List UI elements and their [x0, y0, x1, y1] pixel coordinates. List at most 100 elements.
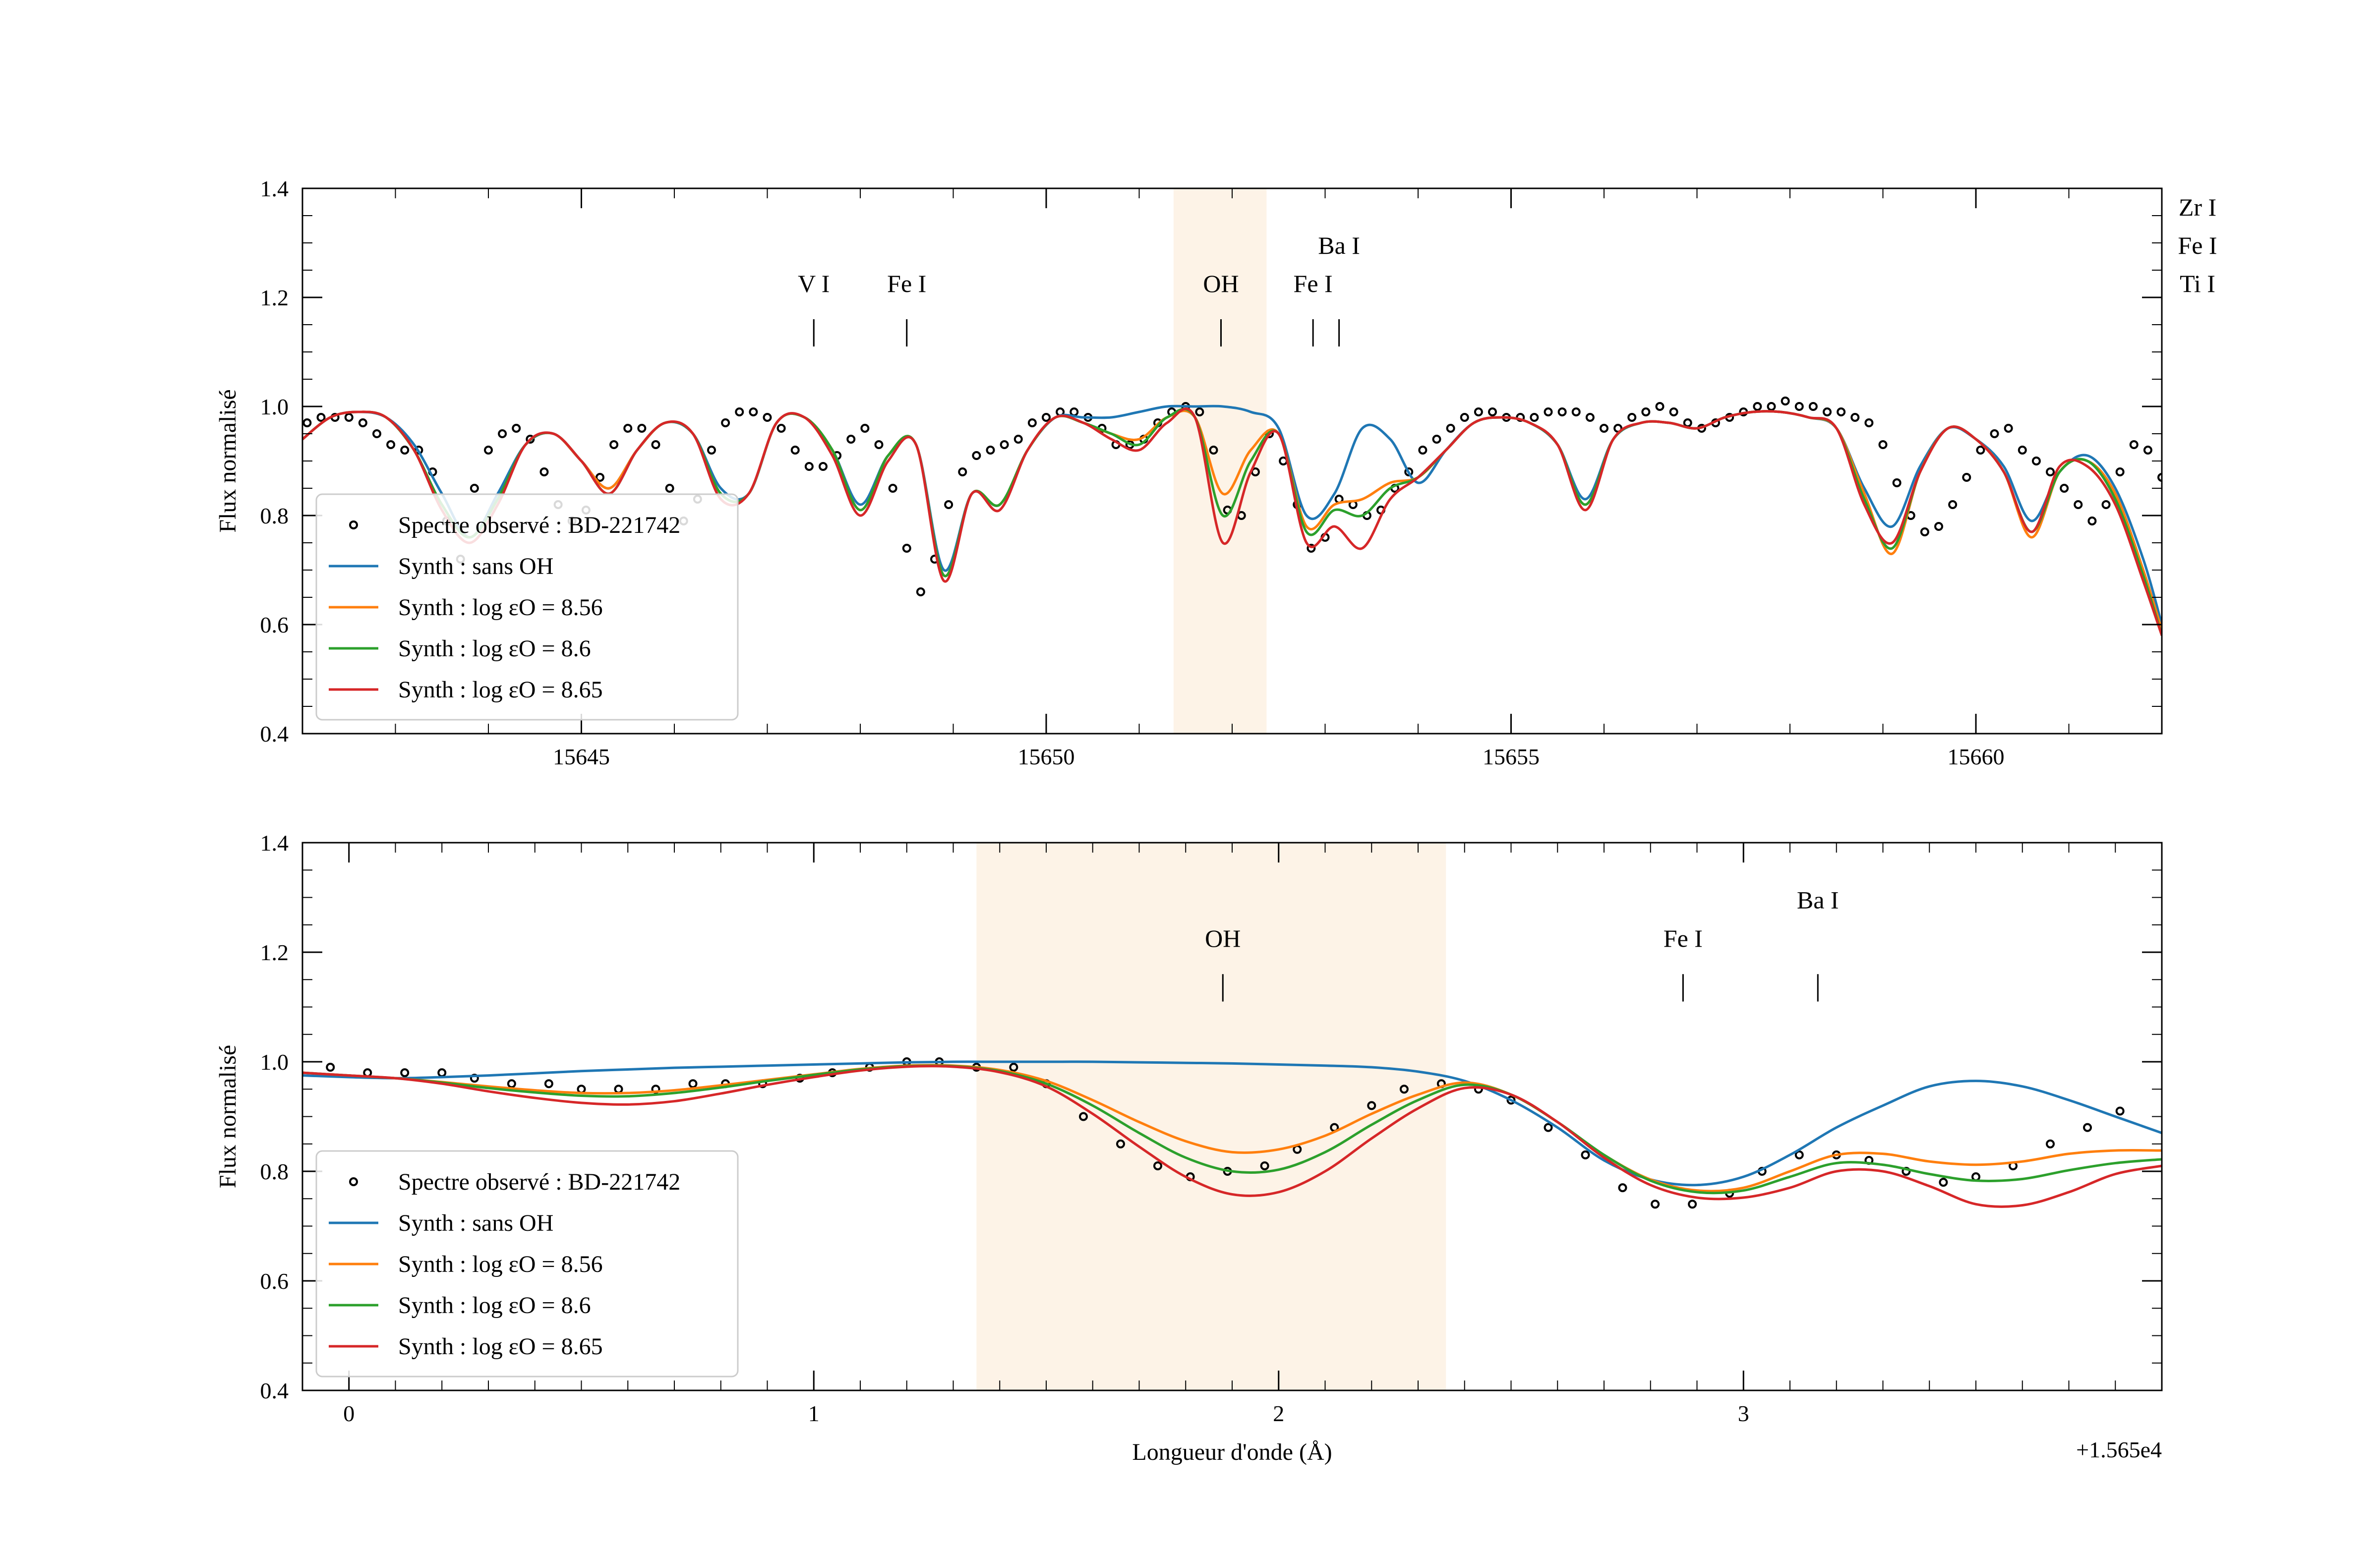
y-tick-label: 1.0 [260, 1049, 289, 1075]
legend-label: Synth : sans OH [398, 553, 553, 579]
observed-point [1506, 1095, 1516, 1105]
observed-point [1878, 440, 1888, 449]
observed-point [1850, 413, 1860, 422]
observed-point [1581, 1150, 1590, 1159]
observed-point [2115, 1106, 2125, 1116]
series-line-synth-3 [302, 1064, 2162, 1195]
observed-point [577, 1085, 586, 1094]
line-label: OH [1203, 270, 1239, 297]
observed-point [651, 440, 660, 449]
observed-point [804, 462, 814, 471]
observed-point [1432, 435, 1441, 444]
observed-point [707, 446, 716, 455]
plot-area [302, 397, 2162, 636]
observed-point [688, 1079, 698, 1089]
observed-point [1000, 440, 1009, 449]
legend-label: Synth : log εO = 8.56 [398, 594, 603, 621]
series-line-sans-oh [302, 1060, 2162, 1187]
observed-point [1070, 407, 1079, 416]
observed-point [916, 587, 925, 596]
observed-point [1976, 446, 1985, 455]
observed-point [776, 424, 786, 433]
observed-point [400, 446, 410, 455]
observed-point [2046, 467, 2055, 476]
legend-label: Synth : sans OH [398, 1210, 553, 1236]
y-tick-label: 0.6 [260, 612, 289, 637]
observed-point [2129, 440, 2139, 449]
legend-label: Synth : log εO = 8.65 [398, 677, 603, 703]
legend-label: Spectre observé : BD-221742 [398, 1169, 680, 1195]
legend-label: Synth : log εO = 8.6 [398, 635, 591, 662]
observed-point [1618, 1183, 1627, 1193]
observed-point [1939, 1178, 1948, 1187]
observed-point [614, 1085, 623, 1094]
observed-point [326, 1063, 335, 1072]
observed-point [1641, 407, 1651, 416]
top-panel: 0.4 0.6 0.8 1.0 1.2 1.4 15645 15650 15655 15660 Fl… [215, 176, 2217, 769]
line-label: Fe I [1664, 924, 1703, 952]
series-line-synth-2 [302, 1064, 2162, 1193]
observed-point [484, 446, 493, 455]
observed-point [958, 467, 967, 476]
bottom-panel: 0.4 0.6 0.8 1.0 1.2 1.4 0 1 2 3 Flux normalisé Long… [215, 830, 2163, 1465]
observed-point [2018, 446, 2027, 455]
observed-point [1209, 446, 1218, 455]
observed-point [2087, 517, 2097, 525]
series-line-synth-4 [302, 407, 2162, 636]
observed-point [344, 413, 354, 422]
x-axis-label: Longueur d'onde (Å) [1132, 1439, 1332, 1465]
legend-box [315, 1150, 739, 1378]
observed-point [1571, 407, 1581, 416]
y-tick-label: 1.0 [260, 394, 289, 419]
line-label: Fe I [2178, 231, 2217, 259]
observed-point [1651, 1200, 1660, 1209]
observed-point [2157, 473, 2162, 482]
observed-point [526, 435, 535, 444]
observed-point [2115, 467, 2125, 476]
observed-point [1971, 1172, 1980, 1182]
x-offset-text: +1.565e4 [2076, 1437, 2162, 1462]
y-tick-label: 0.6 [260, 1268, 289, 1294]
y-tick-label: 0.8 [260, 1159, 289, 1184]
observed-point [2143, 446, 2152, 455]
observed-point [470, 484, 479, 493]
y-tick-label: 1.2 [260, 285, 289, 310]
legend-box [315, 493, 739, 721]
observed-point [1446, 424, 1455, 433]
legend-label: Synth : log εO = 8.65 [398, 1333, 603, 1360]
observed-point [1794, 1150, 1804, 1159]
y-tick-label: 0.4 [260, 721, 289, 747]
observed-point [1934, 522, 1943, 531]
observed-point [595, 473, 604, 482]
observed-point [1474, 407, 1483, 416]
observed-point [358, 418, 367, 427]
observed-point [1009, 1063, 1018, 1072]
observed-point [544, 1079, 553, 1089]
observed-point [386, 440, 396, 449]
observed-point [400, 1068, 410, 1078]
observed-point [1079, 1112, 1088, 1121]
observed-point [1418, 446, 1428, 455]
legend-marker-observed [349, 520, 358, 529]
observed-point [316, 413, 326, 422]
observed-point [986, 446, 995, 455]
series-line-synth-4 [302, 1065, 2162, 1208]
observed-point [1399, 1085, 1409, 1094]
legend-label: Spectre observé : BD-221742 [398, 512, 680, 538]
observed-point [302, 418, 312, 427]
observed-point [1688, 1200, 1697, 1209]
observed-point [1892, 478, 1902, 487]
observed-point [749, 407, 758, 416]
observed-point [1781, 397, 1790, 405]
observed-point [2004, 424, 2013, 433]
observed-point [1013, 435, 1023, 444]
observed-point [539, 467, 549, 476]
line-label: Ba I [1318, 231, 1360, 259]
observed-point [1920, 527, 1929, 536]
y-axis-label: Flux normalisé [215, 389, 241, 532]
x-tick-label: 15660 [1948, 744, 2005, 769]
x-tick-label: 15645 [553, 744, 610, 769]
x-tick-label: 1 [808, 1401, 820, 1426]
observed-point [1808, 402, 1818, 411]
